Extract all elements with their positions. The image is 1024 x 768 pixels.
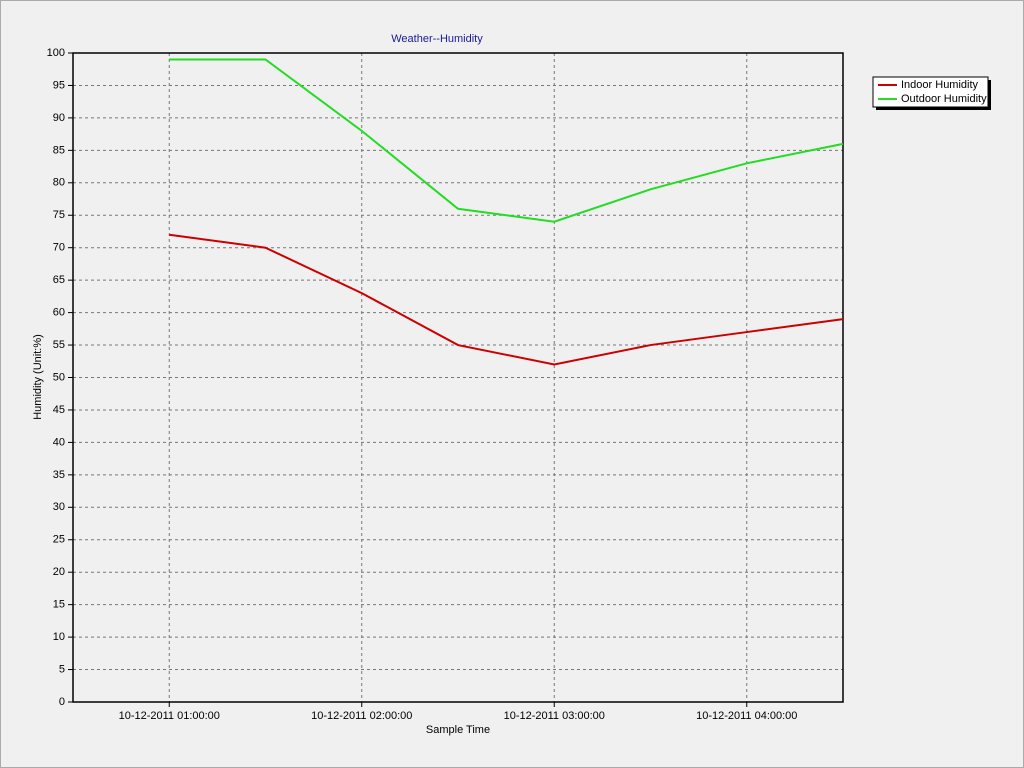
y-tick-label: 15 xyxy=(53,599,65,611)
plot-border xyxy=(72,52,844,703)
legend-label: Outdoor Humidity xyxy=(901,93,987,105)
y-tick-label: 40 xyxy=(53,436,65,448)
x-axis-label: Sample Time xyxy=(426,724,490,736)
legend-label: Indoor Humidity xyxy=(901,79,979,91)
y-tick-label: 10 xyxy=(53,631,65,643)
y-tick-label: 25 xyxy=(53,534,65,546)
y-tick-label: 30 xyxy=(53,501,65,513)
chart-title: Weather--Humidity xyxy=(391,33,483,45)
x-tick-label: 10-12-2011 04:00:00 xyxy=(696,710,797,722)
x-tick-label: 10-12-2011 02:00:00 xyxy=(311,710,412,722)
legend-box xyxy=(872,76,989,108)
legend: Indoor Humidity Outdoor Humidity xyxy=(872,76,991,110)
y-tick-label: 90 xyxy=(53,112,65,124)
y-tick-label: 70 xyxy=(53,242,65,254)
y-tick-label: 75 xyxy=(53,209,65,221)
y-tick-label: 55 xyxy=(53,339,65,351)
y-tick-label: 85 xyxy=(53,144,65,156)
y-tick-label: 95 xyxy=(53,79,65,91)
x-tick-label: 10-12-2011 03:00:00 xyxy=(504,710,605,722)
series-line xyxy=(169,58,844,223)
y-tick-label: 65 xyxy=(53,274,65,286)
y-tick-label: 20 xyxy=(53,566,65,578)
y-tick-label: 60 xyxy=(53,307,65,319)
y-tick-label: 0 xyxy=(59,696,65,708)
x-tick-label: 10-12-2011 01:00:00 xyxy=(119,710,220,722)
series-line xyxy=(169,233,844,366)
y-axis-label: Humidity (Unit:%) xyxy=(32,334,44,420)
y-tick-label: 50 xyxy=(53,371,65,383)
y-tick-label: 80 xyxy=(53,177,65,189)
y-tick-label: 100 xyxy=(47,47,65,59)
y-tick-label: 45 xyxy=(53,404,65,416)
y-tick-label: 35 xyxy=(53,469,65,481)
y-tick-label: 5 xyxy=(59,663,65,675)
